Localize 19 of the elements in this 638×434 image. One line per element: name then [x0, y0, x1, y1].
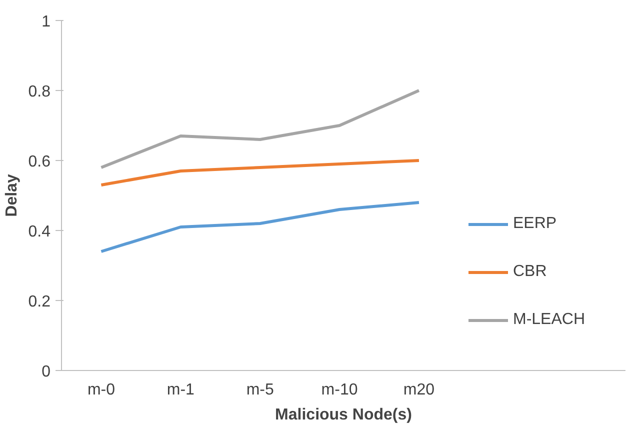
- y-tick-label: 0.6: [28, 154, 51, 170]
- y-tick-label: 0.4: [28, 224, 51, 240]
- y-tick-label: 1: [42, 14, 51, 30]
- x-tick-label: m-1: [166, 382, 195, 398]
- x-tick-label: m-0: [87, 382, 116, 398]
- x-tick-label: m20: [403, 382, 435, 398]
- legend-label: EERP: [512, 215, 557, 233]
- line-series: [100, 159, 420, 186]
- x-axis-title: Malicious Node(s): [275, 406, 412, 424]
- y-tick-label: 0.8: [28, 84, 51, 100]
- x-tick-label: m-5: [246, 382, 274, 398]
- x-tick-label: m-10: [321, 382, 358, 398]
- legend-label: CBR: [512, 263, 547, 281]
- y-axis-title: Delay: [3, 174, 20, 217]
- legend-label: M-LEACH: [512, 311, 585, 329]
- line-series: [100, 89, 420, 169]
- y-tick-label: 0: [42, 364, 51, 380]
- y-tick-label: 0.2: [28, 294, 51, 310]
- line-series: [100, 201, 420, 253]
